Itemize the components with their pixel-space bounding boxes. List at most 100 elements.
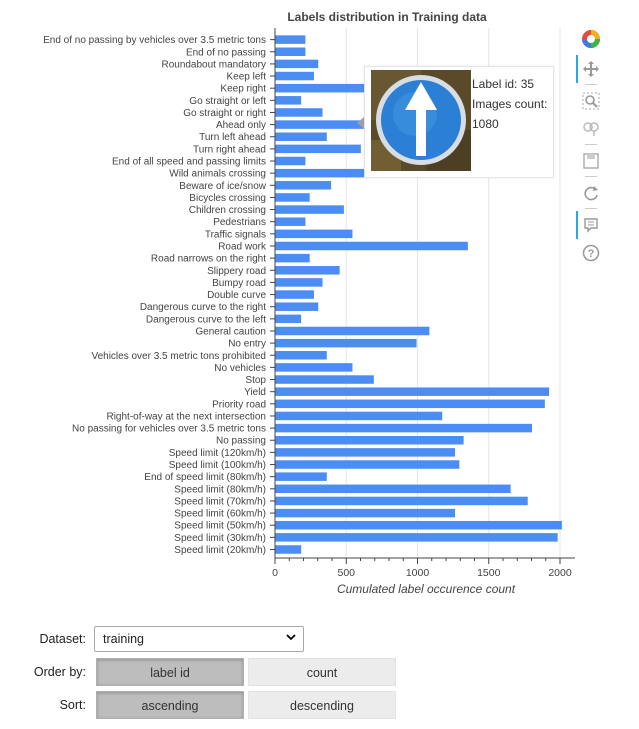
bar[interactable] (275, 423, 533, 433)
bar[interactable] (275, 435, 464, 445)
bar[interactable] (275, 229, 353, 239)
bar[interactable] (275, 411, 443, 421)
toolbar-separator (585, 176, 597, 177)
tooltip-count-value: 1080 (472, 117, 499, 131)
category-label: End of no passing (186, 47, 266, 58)
bar[interactable] (275, 314, 302, 324)
box-zoom-icon[interactable] (580, 90, 602, 112)
bar[interactable] (275, 253, 310, 263)
category-label: No entry (228, 339, 266, 350)
category-label: Priority road (212, 399, 266, 410)
bar[interactable] (275, 96, 302, 105)
bar[interactable] (275, 484, 511, 494)
category-label: Go straight or left (189, 96, 266, 107)
category-labels: Speed limit (20km/h)Speed limit (30km/h)… (43, 35, 275, 556)
sort-ascending-button[interactable]: ascending (96, 691, 244, 719)
bar[interactable] (275, 168, 374, 178)
bar[interactable] (275, 35, 306, 44)
x-axis-label: Cumulated label occurence count (337, 582, 516, 596)
category-label: Children crossing (189, 205, 266, 216)
bar[interactable] (275, 71, 314, 81)
bar[interactable] (275, 508, 456, 518)
reset-icon[interactable] (580, 182, 602, 204)
category-label: Speed limit (50km/h) (174, 521, 266, 532)
x-tick-label: 1500 (477, 567, 501, 579)
category-label: Keep left (227, 72, 267, 83)
tooltip-count-label: Images count: (472, 97, 548, 111)
toolbar-separator (585, 144, 597, 145)
category-label: Speed limit (80km/h) (174, 484, 266, 495)
bar[interactable] (275, 290, 314, 299)
bar[interactable] (275, 241, 468, 251)
category-label: End of all speed and passing limits (112, 157, 266, 168)
bar[interactable] (275, 472, 327, 481)
category-label: Double curve (207, 290, 266, 301)
bar[interactable] (275, 181, 332, 190)
bar[interactable] (275, 266, 340, 275)
order-by-label-id-button[interactable]: label id (96, 658, 244, 686)
bars[interactable] (275, 35, 562, 554)
wheel-zoom-icon[interactable] (580, 118, 602, 140)
bar[interactable] (275, 120, 430, 129)
bar[interactable] (275, 533, 558, 542)
bar[interactable] (275, 545, 302, 554)
dataset-label: Dataset: (39, 632, 86, 646)
category-label: Beware of ice/snow (179, 181, 266, 192)
category-label: Wild animals crossing (169, 169, 266, 180)
bar[interactable] (275, 144, 361, 154)
category-label: Road work (218, 242, 267, 253)
help-icon[interactable]: ? (580, 242, 602, 264)
bar[interactable] (275, 351, 327, 360)
category-label: Speed limit (70km/h) (174, 496, 266, 507)
bar[interactable] (275, 217, 306, 226)
tooltip-text: Label id: 35 Images count: 1080 (472, 74, 547, 134)
save-icon[interactable] (580, 150, 602, 172)
bokeh-logo-icon[interactable] (580, 28, 602, 50)
hover-icon[interactable] (576, 211, 602, 239)
bar[interactable] (275, 156, 306, 166)
chart-title: Labels distribution in Training data (287, 10, 487, 24)
category-label: Traffic signals (205, 229, 266, 240)
bar[interactable] (275, 193, 310, 202)
bar[interactable] (275, 47, 306, 57)
pan-icon[interactable] (576, 55, 602, 83)
category-label: End of speed limit (80km/h) (144, 472, 266, 483)
category-label: Roundabout mandatory (161, 59, 266, 70)
bar[interactable] (275, 326, 430, 336)
category-label: Slippery road (207, 266, 266, 277)
bar[interactable] (275, 496, 528, 506)
dataset-select[interactable]: training (94, 626, 304, 652)
category-label: General caution (195, 326, 266, 337)
bar[interactable] (275, 460, 460, 469)
bar[interactable] (275, 387, 550, 396)
bar[interactable] (275, 278, 323, 287)
bar[interactable] (275, 375, 374, 384)
ahead-only-sign-image (371, 70, 471, 171)
order-by-count-button[interactable]: count (248, 658, 396, 686)
category-label: Speed limit (30km/h) (174, 533, 266, 544)
toolbar-separator (585, 84, 597, 85)
bar[interactable] (275, 448, 456, 457)
bar[interactable] (275, 399, 545, 409)
bar[interactable] (275, 338, 417, 348)
sort-label: Sort: (59, 698, 86, 712)
category-label: Vehicles over 3.5 metric tons prohibited (91, 351, 266, 362)
category-label: End of no passing by vehicles over 3.5 m… (43, 35, 266, 46)
category-label: Speed limit (20km/h) (174, 545, 266, 556)
sort-descending-button[interactable]: descending (248, 691, 396, 719)
bar[interactable] (275, 132, 327, 141)
bar[interactable] (275, 520, 562, 530)
bar[interactable] (275, 108, 323, 117)
bar[interactable] (275, 205, 344, 214)
category-label: No passing for vehicles over 3.5 metric … (72, 424, 266, 435)
x-tick-label: 2000 (548, 567, 572, 579)
category-label: No passing (216, 436, 266, 447)
bar[interactable] (275, 59, 319, 69)
category-label: Bicycles crossing (189, 193, 266, 204)
bar[interactable] (275, 302, 319, 311)
bar[interactable] (275, 363, 353, 372)
category-label: Turn right ahead (193, 144, 266, 155)
category-label: Ahead only (216, 120, 266, 131)
category-label: Turn left ahead (199, 132, 266, 143)
dataset-selected-value: training (103, 632, 144, 646)
